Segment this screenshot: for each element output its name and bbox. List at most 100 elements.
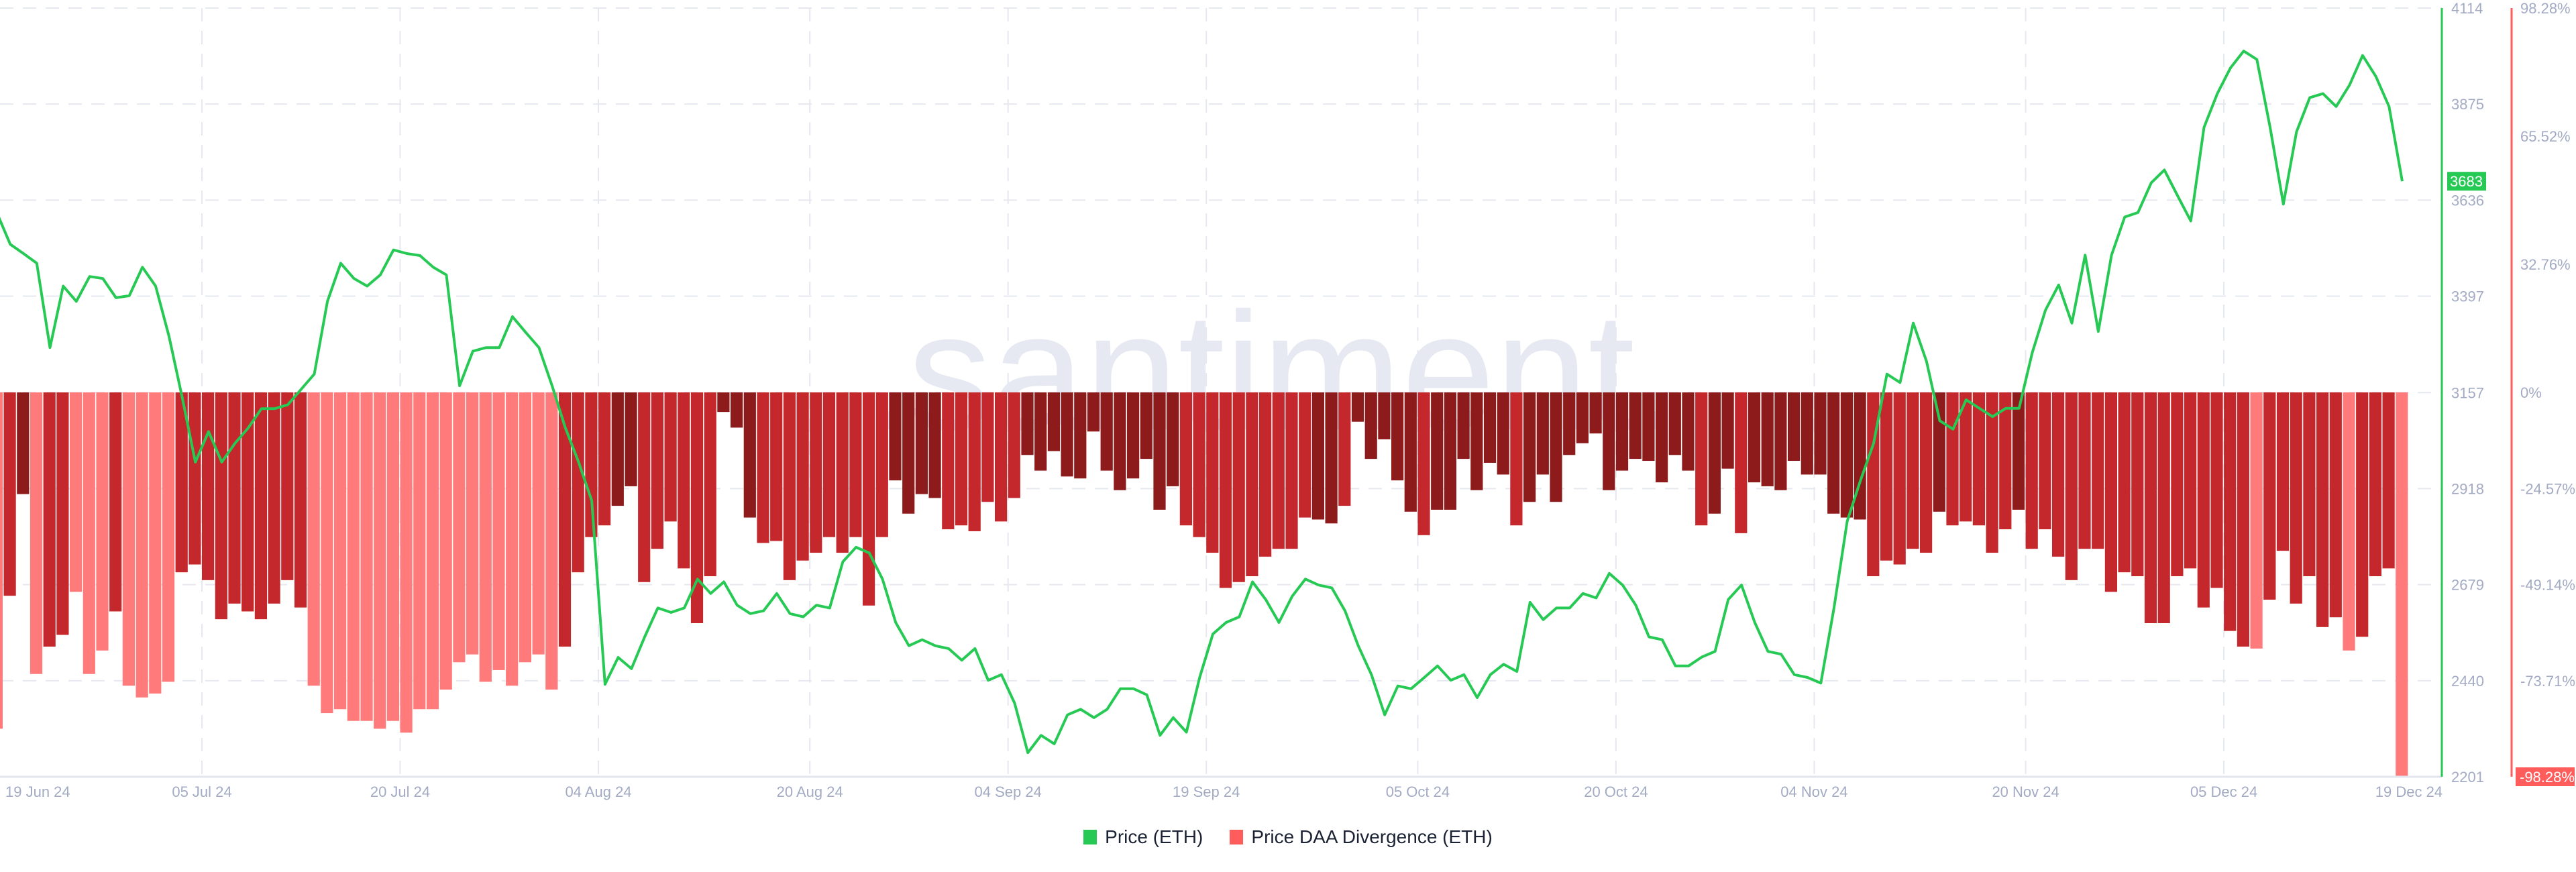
divergence-bar xyxy=(83,392,95,674)
divergence-bar xyxy=(466,392,479,655)
legend-swatch-price xyxy=(1083,830,1097,844)
divergence-bar xyxy=(479,392,492,682)
price-axis-tick: 3875 xyxy=(2451,96,2484,113)
date-axis-tick: 19 Dec 24 xyxy=(2375,783,2443,800)
divergence-bar xyxy=(731,392,743,428)
divergence-bar xyxy=(189,392,201,565)
divergence-bar xyxy=(1615,392,1629,471)
divergence-bar xyxy=(2356,392,2369,637)
divergence-bar xyxy=(2224,392,2237,631)
legend-item-divergence[interactable]: Price DAA Divergence (ETH) xyxy=(1230,826,1493,848)
divergence-bar xyxy=(268,392,280,604)
divergence-axis-tick: -73.71% xyxy=(2520,673,2575,690)
divergence-bar xyxy=(2369,392,2381,577)
divergence-bar xyxy=(426,392,439,710)
date-axis-tick: 19 Jun 24 xyxy=(5,783,70,800)
divergence-bar xyxy=(1907,392,1919,549)
divergence-bar xyxy=(1972,392,1985,526)
divergence-bar xyxy=(2263,392,2276,600)
divergence-bar xyxy=(492,392,505,670)
divergence-bar xyxy=(783,392,796,580)
divergence-bar xyxy=(1814,392,1827,475)
divergence-bar xyxy=(598,392,611,526)
divergence-bar xyxy=(281,392,294,580)
divergence-bar xyxy=(1483,392,1497,463)
date-axis-tick: 04 Sep 24 xyxy=(975,783,1042,800)
divergence-bar xyxy=(849,392,862,537)
price-axis-tick: 3636 xyxy=(2451,192,2484,209)
divergence-bar xyxy=(2131,392,2144,577)
divergence-bar xyxy=(1695,392,1708,526)
divergence-bar xyxy=(1589,392,1602,434)
divergence-bar xyxy=(770,392,783,541)
divergence-bar xyxy=(2052,392,2065,557)
divergence-bar xyxy=(360,392,373,721)
divergence-bar xyxy=(1497,392,1509,475)
divergence-bar xyxy=(202,392,215,580)
divergence-bar xyxy=(558,392,572,647)
divergence-bar xyxy=(1272,392,1285,549)
divergence-bar xyxy=(1748,392,1761,483)
divergence-bar xyxy=(1550,392,1562,502)
divergence-current-badge xyxy=(2516,767,2575,786)
divergence-bar xyxy=(915,392,928,494)
date-axis-tick: 04 Aug 24 xyxy=(565,783,631,800)
divergence-bar xyxy=(17,392,30,494)
divergence-bar xyxy=(1682,392,1695,471)
divergence-bar xyxy=(149,392,162,694)
date-axis-tick: 05 Jul 24 xyxy=(172,783,231,800)
divergence-bar xyxy=(1827,392,1840,514)
divergence-bar xyxy=(1603,392,1615,490)
divergence-bar xyxy=(796,392,809,561)
divergence-bar xyxy=(2382,392,2395,569)
legend-item-price[interactable]: Price (ETH) xyxy=(1083,826,1203,848)
divergence-bar xyxy=(2157,392,2170,623)
divergence-bar xyxy=(43,392,56,647)
divergence-bar xyxy=(1404,392,1417,512)
divergence-bar xyxy=(1431,392,1444,510)
divergence-bar xyxy=(1351,392,1364,422)
divergence-bar xyxy=(175,392,188,573)
divergence-bar xyxy=(1087,392,1100,432)
divergence-bar xyxy=(757,392,769,543)
divergence-bar xyxy=(2025,392,2038,549)
divergence-bar xyxy=(2012,392,2025,510)
divergence-bar xyxy=(1801,392,1813,475)
divergence-bar xyxy=(1576,392,1589,443)
divergence-bar xyxy=(2197,392,2210,608)
divergence-bar xyxy=(889,392,902,481)
divergence-bar xyxy=(2171,392,2184,577)
axes: 4114 3875 3636 3397 3157 2918 2679 2440 2201 19 J… xyxy=(0,0,2575,800)
legend-label-price: Price (ETH) xyxy=(1105,826,1203,847)
divergence-bar xyxy=(875,392,888,537)
divergence-bar xyxy=(1285,392,1298,549)
divergence-bar xyxy=(717,392,730,413)
divergence-bar xyxy=(3,392,16,596)
divergence-bar xyxy=(439,392,452,690)
divergence-bar xyxy=(1417,392,1430,535)
divergence-bar xyxy=(1536,392,1549,475)
divergence-bar xyxy=(1656,392,1668,483)
divergence-bar xyxy=(810,392,822,553)
divergence-bar xyxy=(254,392,267,620)
divergence-bar xyxy=(1444,392,1456,510)
divergence-bars xyxy=(0,392,2408,777)
divergence-bar xyxy=(651,392,663,549)
price-axis-tick: 3157 xyxy=(2451,384,2484,401)
divergence-bar xyxy=(1774,392,1787,490)
divergence-bar xyxy=(2343,392,2355,651)
divergence-bar xyxy=(2250,392,2263,649)
divergence-bar xyxy=(374,392,386,729)
date-axis-tick: 20 Nov 24 xyxy=(1992,783,2059,800)
divergence-bar xyxy=(2237,392,2249,647)
divergence-bar xyxy=(241,392,254,612)
divergence-bar xyxy=(1047,392,1060,451)
divergence-bar xyxy=(321,392,333,714)
divergence-bar xyxy=(678,392,690,569)
divergence-bar xyxy=(400,392,413,733)
date-axis-tick: 19 Sep 24 xyxy=(1173,783,1240,800)
divergence-bar xyxy=(1100,392,1113,471)
divergence-bar xyxy=(1074,392,1087,479)
divergence-bar xyxy=(2065,392,2078,580)
divergence-bar xyxy=(1470,392,1483,490)
